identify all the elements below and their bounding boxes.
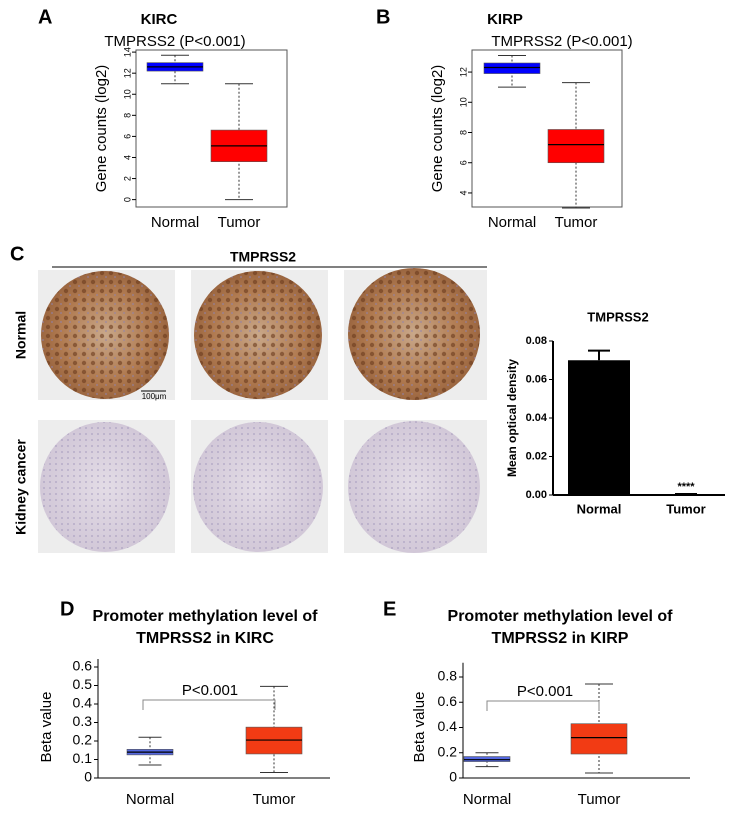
chart-subtitle: TMPRSS2 (P<0.001)	[104, 33, 245, 50]
chart-title: Promoter methylation level of	[448, 608, 674, 625]
y-tick-label: 10	[122, 89, 132, 99]
x-tick-label: Normal	[126, 791, 174, 808]
tissue-texture	[348, 268, 480, 400]
y-tick-label: 0.04	[526, 412, 548, 424]
y-tick-label: 8	[458, 130, 468, 135]
x-tick-label: Tumor	[218, 214, 261, 231]
y-tick-label: 8	[122, 113, 132, 118]
y-tick-label: 6	[458, 160, 468, 165]
tissue-texture	[193, 422, 323, 552]
y-tick-label: 0.5	[73, 676, 93, 692]
ihc-images	[38, 268, 487, 553]
box	[463, 756, 511, 762]
y-tick-label: 0.6	[73, 658, 93, 674]
annotation: P<0.001	[182, 682, 238, 699]
chart-title: TMPRSS2 in KIRC	[136, 630, 274, 647]
plot-frame	[135, 49, 288, 208]
y-tick-label: 0.8	[438, 668, 458, 684]
x-tick-label: Tumor	[578, 791, 621, 808]
x-tick-label: Tumor	[666, 501, 705, 516]
panel-letter: D	[60, 598, 74, 620]
chart-title: TMPRSS2 in KIRP	[492, 630, 629, 647]
significance-bracket	[486, 700, 600, 711]
ihc-title: TMPRSS2	[230, 249, 296, 265]
annotation: P<0.001	[517, 683, 573, 700]
tissue-texture	[41, 271, 169, 399]
y-tick-label: 0.3	[73, 713, 93, 729]
x-tick-label: Tumor	[555, 214, 598, 231]
tissue-texture	[40, 422, 170, 552]
y-tick-label: 12	[458, 67, 468, 77]
chart-title: KIRP	[487, 11, 523, 28]
x-tick-label: Normal	[463, 791, 511, 808]
y-tick-label: 0.4	[73, 695, 93, 711]
x-tick-label: Normal	[488, 214, 536, 231]
y-tick-label: 0.1	[73, 750, 93, 766]
y-tick-label: 0	[122, 197, 132, 202]
y-tick-label: 14	[122, 47, 132, 57]
x-tick-label: Normal	[577, 501, 622, 516]
y-tick-label: 0.6	[438, 693, 458, 709]
bar	[568, 360, 630, 495]
row-label: Kidney cancer	[13, 439, 29, 535]
y-tick-label: 0.2	[73, 732, 93, 748]
y-tick-label: 0.02	[526, 450, 547, 462]
box	[483, 62, 541, 74]
y-tick-label: 4	[122, 155, 132, 160]
y-tick-label: 6	[122, 134, 132, 139]
panel-letter: A	[38, 6, 52, 28]
y-tick-label: 4	[458, 190, 468, 195]
y-tick-label: 2	[122, 176, 132, 181]
y-axis-label: Gene counts (log2)	[429, 65, 446, 193]
chart-title: KIRC	[141, 11, 178, 28]
y-axis-label: Beta value	[411, 692, 428, 763]
x-tick-label: Normal	[151, 214, 199, 231]
y-tick-label: 0.2	[438, 743, 458, 759]
plot-frame	[471, 49, 623, 208]
chart-title: Promoter methylation level of	[93, 608, 319, 625]
y-tick-label: 12	[122, 68, 132, 78]
y-tick-label: 10	[458, 97, 468, 107]
annotation: ****	[677, 481, 695, 493]
y-tick-label: 0.08	[526, 335, 547, 347]
x-tick-label: Tumor	[253, 791, 296, 808]
chart-title: TMPRSS2	[587, 309, 648, 324]
box	[570, 723, 628, 755]
y-axis-label: Gene counts (log2)	[93, 65, 110, 193]
tissue-texture	[348, 421, 480, 553]
panel-letter: C	[10, 243, 24, 265]
y-tick-label: 0.06	[526, 373, 547, 385]
y-axis-label: Mean optical density	[505, 359, 519, 477]
panel-letter: B	[376, 6, 390, 28]
scale-label: 100μm	[142, 392, 167, 401]
row-label: Normal	[13, 311, 29, 359]
chart-subtitle: TMPRSS2 (P<0.001)	[491, 33, 632, 50]
y-tick-label: 0.4	[438, 718, 458, 734]
box	[547, 129, 605, 164]
panel-letter: E	[383, 598, 396, 620]
y-axis-label: Beta value	[38, 692, 55, 763]
y-tick-label: 0	[84, 769, 92, 785]
significance-bracket	[142, 699, 276, 710]
tissue-texture	[194, 271, 322, 399]
y-tick-label: 0.00	[526, 489, 547, 501]
y-tick-label: 0	[449, 769, 457, 785]
